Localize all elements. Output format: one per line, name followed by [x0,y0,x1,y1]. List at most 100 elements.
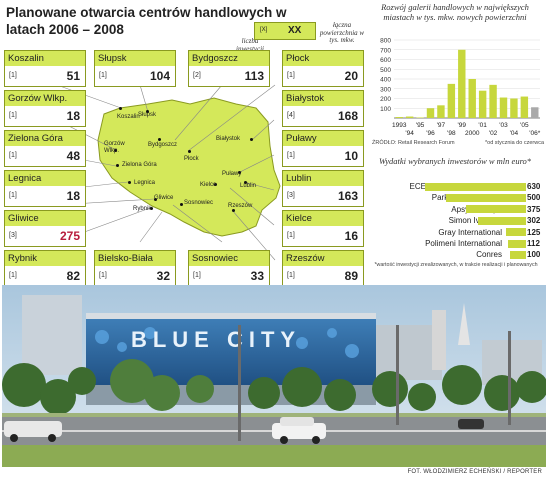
bar [531,107,539,118]
investor-value: 630 [527,182,541,191]
investor-bar [510,250,526,259]
city-box-value: 18 [66,189,80,203]
city-box-value: 168 [337,109,358,123]
city-dot [150,207,153,210]
city-box-koszalin: Koszalin [1] 51 [4,50,86,87]
x-tick-label: 2000 [465,130,480,137]
investors-note: *wartość inwestycji zrealizowanych, w tr… [374,262,538,268]
investors-chart-title: Wydatki wybranych inwestorów w mln euro* [378,156,532,166]
city-box-value: 104 [149,69,170,83]
x-tick-label: 1993 [392,122,407,129]
city-box-count: [1] [9,152,17,159]
city-box-name: Koszalin [5,51,85,66]
investor-value: 375 [527,204,541,214]
city-box-name: Słupsk [95,51,175,66]
city-box-plock: Płock [1] 20 [282,50,364,87]
city-box-count: [1] [99,272,107,279]
poland-map [56,84,281,261]
city-box-value: 18 [66,109,80,123]
x-tick-label: '99 [458,122,467,129]
city-box-name: Lublin [283,171,363,186]
map-label-gorzow: Gorzów Wlkp. [104,141,125,154]
x-tick-label: '02 [489,130,498,137]
city-box-value: 10 [344,149,358,163]
x-tick-label: '03 [499,122,508,129]
map-label-kielce: Kielce [200,182,217,188]
map-label-plock: Płock [184,156,199,162]
city-box-count: [3] [9,232,17,239]
city-box-legnica: Legnica [1] 18 [4,170,86,207]
bar [447,83,456,118]
poland-outline [97,97,281,237]
city-dot [154,198,157,201]
map-label-legnica: Legnica [134,180,156,186]
legend-sample-box: [X] XX [254,22,316,40]
x-tick-label: '01 [478,122,487,129]
city-box-slupsk: Słupsk [1] 104 [94,50,176,87]
city-box-value: 48 [66,149,80,163]
city-box-name: Bielsko-Biała [95,251,175,266]
city-box-count: [1] [9,72,17,79]
page-title: Planowane otwarcia centrów handlowych w … [6,5,287,37]
investor-label: Conres [476,250,502,260]
city-box-value: 89 [344,269,358,283]
investor-value: 500 [527,193,541,203]
investor-label: Polimeni International [425,239,502,248]
city-box-value: 32 [156,269,170,283]
city-box-value: 113 [244,69,264,83]
bar [489,84,497,118]
city-dot [250,138,253,141]
chart-footnote: *od stycznia do czerwca [485,140,545,146]
x-tick-label: '94 [405,130,414,137]
x-tick-label: '05 [520,122,529,129]
city-box-pulawy: Puławy [1] 10 [282,130,364,167]
city-box-name: Sosnowiec [189,251,269,266]
x-tick-label: '04 [510,130,519,137]
investor-bar [506,228,526,237]
city-box-name: Legnica [5,171,85,186]
investor-bar [466,205,526,214]
y-tick-label: 100 [380,106,391,113]
bar [510,98,518,118]
city-dot [114,149,117,152]
city-box-bielsko-biala: Bielsko-Biała [1] 32 [94,250,176,287]
city-box-kielce: Kielce [1] 16 [282,210,364,247]
bar [395,117,403,118]
growth-chart-title: Rozwój galerii handlowych w największych… [381,2,529,22]
mall-photo: BLUE CITY [2,285,546,467]
y-tick-label: 800 [380,38,391,45]
city-dot [244,181,247,184]
map-label-koszalin: Koszalin [117,114,140,120]
y-tick-label: 600 [380,57,391,64]
city-box-value: 275 [59,229,80,243]
city-box-name: Zielona Góra [5,131,85,146]
bar [437,105,445,118]
bar [426,108,435,118]
city-dot [180,203,183,206]
city-dot [214,183,217,186]
bar [478,90,487,118]
city-box-value: 82 [66,269,80,283]
bar [468,79,476,118]
map-label-gliwice: Gliwice [154,195,174,201]
city-box-name: Puławy [283,131,363,146]
city-box-bialystok: Białystok [4] 168 [282,90,364,127]
city-dot [116,164,119,167]
map-label-bialystok: Białystok [216,136,241,142]
city-box-name: Gliwice [5,211,85,226]
map-label-sosnowiec: Sosnowiec [184,200,214,206]
y-tick-label: 200 [380,96,391,103]
photo-sign-text: BLUE CITY [131,327,301,352]
city-box-count: [1] [287,72,295,79]
map-label-bydgoszcz: Bydgoszcz [148,142,178,148]
legend-count-label: liczba inwestycji [236,37,264,53]
city-dot [158,138,161,141]
city-box-sosnowiec: Sosnowiec [1] 33 [188,250,270,287]
map-label-zielona-gora: Zielona Góra [122,162,157,168]
city-box-gorzow: Gorzów Wlkp. [1] 18 [4,90,86,127]
city-box-name: Płock [283,51,363,66]
bar [499,97,508,118]
investor-value: 100 [527,250,541,260]
map-label-rybnik: Rybnik [133,206,152,212]
city-box-bydgoszcz: Bydgoszcz [2] 113 [188,50,270,87]
